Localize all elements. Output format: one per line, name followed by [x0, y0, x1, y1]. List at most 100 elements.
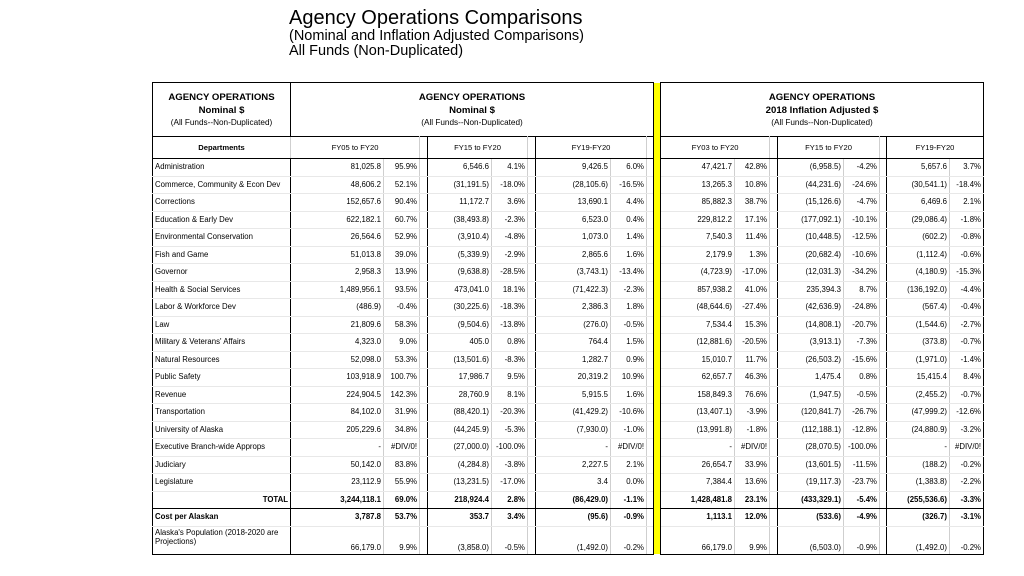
- percent-cell: 10.9%: [610, 368, 647, 387]
- column-gap: [419, 368, 428, 387]
- column-gap: [527, 368, 536, 387]
- column-gap: [527, 473, 536, 492]
- amount-cell: (1,492.0): [535, 526, 611, 555]
- percent-cell: #DIV/0!: [610, 438, 647, 457]
- amount-cell: 50,142.0: [290, 456, 384, 474]
- percent-cell: -4.7%: [843, 193, 880, 212]
- amount-cell: 1,073.0: [535, 228, 611, 247]
- column-gap: [527, 333, 536, 352]
- percent-cell: -12.6%: [949, 403, 984, 422]
- amount-cell: 2,179.9: [660, 246, 735, 264]
- amount-cell: 66,179.0: [290, 526, 384, 555]
- percent-cell: 95.9%: [383, 158, 420, 177]
- group-2-unit: Nominal $: [449, 104, 495, 116]
- column-gap: [646, 526, 654, 555]
- amount-cell: 13,690.1: [535, 193, 611, 212]
- column-gap: [419, 386, 428, 404]
- percent-cell: -27.4%: [734, 298, 770, 317]
- table-row: Judiciary 50,142.0 83.8% (4,284.8) -3.8% 2,22…: [152, 456, 984, 474]
- column-gap: [419, 456, 428, 474]
- percent-cell: -0.4%: [949, 298, 984, 317]
- percent-cell: 23.1%: [734, 490, 770, 509]
- percent-cell: 53.7%: [383, 508, 420, 527]
- amount-cell: (433,329.1): [777, 490, 844, 509]
- percent-cell: -0.7%: [949, 386, 984, 404]
- amount-cell: (9,638.8): [427, 263, 492, 282]
- amount-cell: 218,924.4: [427, 490, 492, 509]
- amount-cell: (188.2): [886, 456, 950, 474]
- percent-cell: -11.5%: [843, 456, 880, 474]
- amount-cell: (13,601.5): [777, 456, 844, 474]
- column-gap: [527, 316, 536, 334]
- percent-cell: -1.8%: [734, 421, 770, 439]
- percent-cell: -2.3%: [610, 281, 647, 299]
- amount-cell: 66,179.0: [660, 526, 735, 555]
- percent-cell: -12.8%: [843, 421, 880, 439]
- percent-cell: 10.8%: [734, 176, 770, 194]
- page-title: Agency Operations Comparisons: [289, 7, 583, 29]
- amount-cell: 52,098.0: [290, 351, 384, 369]
- percent-cell: 3.4%: [491, 508, 528, 527]
- column-gap: [879, 473, 887, 492]
- percent-cell: 8.1%: [491, 386, 528, 404]
- percent-cell: -2.3%: [491, 211, 528, 229]
- amount-cell: 229,812.2: [660, 211, 735, 229]
- amount-cell: (13,501.6): [427, 351, 492, 369]
- amount-cell: (10,448.5): [777, 228, 844, 247]
- percent-cell: -10.6%: [843, 246, 880, 264]
- amount-cell: (26,503.2): [777, 351, 844, 369]
- amount-cell: (14,808.1): [777, 316, 844, 334]
- percent-cell: -0.6%: [949, 246, 984, 264]
- column-gap: [419, 490, 428, 509]
- percent-cell: 2.1%: [610, 456, 647, 474]
- percent-cell: 2.1%: [949, 193, 984, 212]
- percent-cell: -16.5%: [610, 176, 647, 194]
- amount-cell: (86,429.0): [535, 490, 611, 509]
- amount-cell: 405.0: [427, 333, 492, 352]
- amount-cell: 28,760.9: [427, 386, 492, 404]
- column-gap: [646, 246, 654, 264]
- column-gap: [419, 298, 428, 317]
- amount-cell: (120,841.7): [777, 403, 844, 422]
- column-gap: [646, 438, 654, 457]
- percent-cell: 18.1%: [491, 281, 528, 299]
- amount-cell: (24,880.9): [886, 421, 950, 439]
- percent-cell: -3.9%: [734, 403, 770, 422]
- row-label: Commerce, Community & Econ Dev: [152, 176, 291, 194]
- column-gap: [527, 228, 536, 247]
- amount-cell: (486.9): [290, 298, 384, 317]
- amount-cell: 764.4: [535, 333, 611, 352]
- column-gap: [646, 351, 654, 369]
- amount-cell: 7,384.4: [660, 473, 735, 492]
- column-gap: [769, 281, 778, 299]
- percent-cell: 76.6%: [734, 386, 770, 404]
- percent-cell: -34.2%: [843, 263, 880, 282]
- percent-cell: -100.0%: [843, 438, 880, 457]
- column-gap: [646, 368, 654, 387]
- percent-cell: 13.6%: [734, 473, 770, 492]
- column-gap: [646, 158, 654, 177]
- amount-cell: (13,991.8): [660, 421, 735, 439]
- row-label: Revenue: [152, 386, 291, 404]
- amount-cell: (71,422.3): [535, 281, 611, 299]
- percent-cell: 4.1%: [491, 158, 528, 177]
- amount-cell: 857,938.2: [660, 281, 735, 299]
- column-gap: [769, 193, 778, 212]
- amount-cell: (3,910.4): [427, 228, 492, 247]
- percent-cell: 1.6%: [610, 246, 647, 264]
- col-departments: Departments: [152, 136, 291, 159]
- column-gap: [769, 368, 778, 387]
- column-gap: [879, 351, 887, 369]
- percent-cell: -4.4%: [949, 281, 984, 299]
- amount-cell: 13,265.3: [660, 176, 735, 194]
- row-label: Fish and Game: [152, 246, 291, 264]
- percent-cell: 42.8%: [734, 158, 770, 177]
- percent-cell: -0.5%: [491, 526, 528, 555]
- percent-cell: 1.8%: [610, 298, 647, 317]
- amount-cell: (3,743.1): [535, 263, 611, 282]
- column-gap: [419, 438, 428, 457]
- column-gap: [527, 526, 536, 555]
- column-gap: [419, 228, 428, 247]
- amount-cell: -: [660, 438, 735, 457]
- percent-cell: -28.5%: [491, 263, 528, 282]
